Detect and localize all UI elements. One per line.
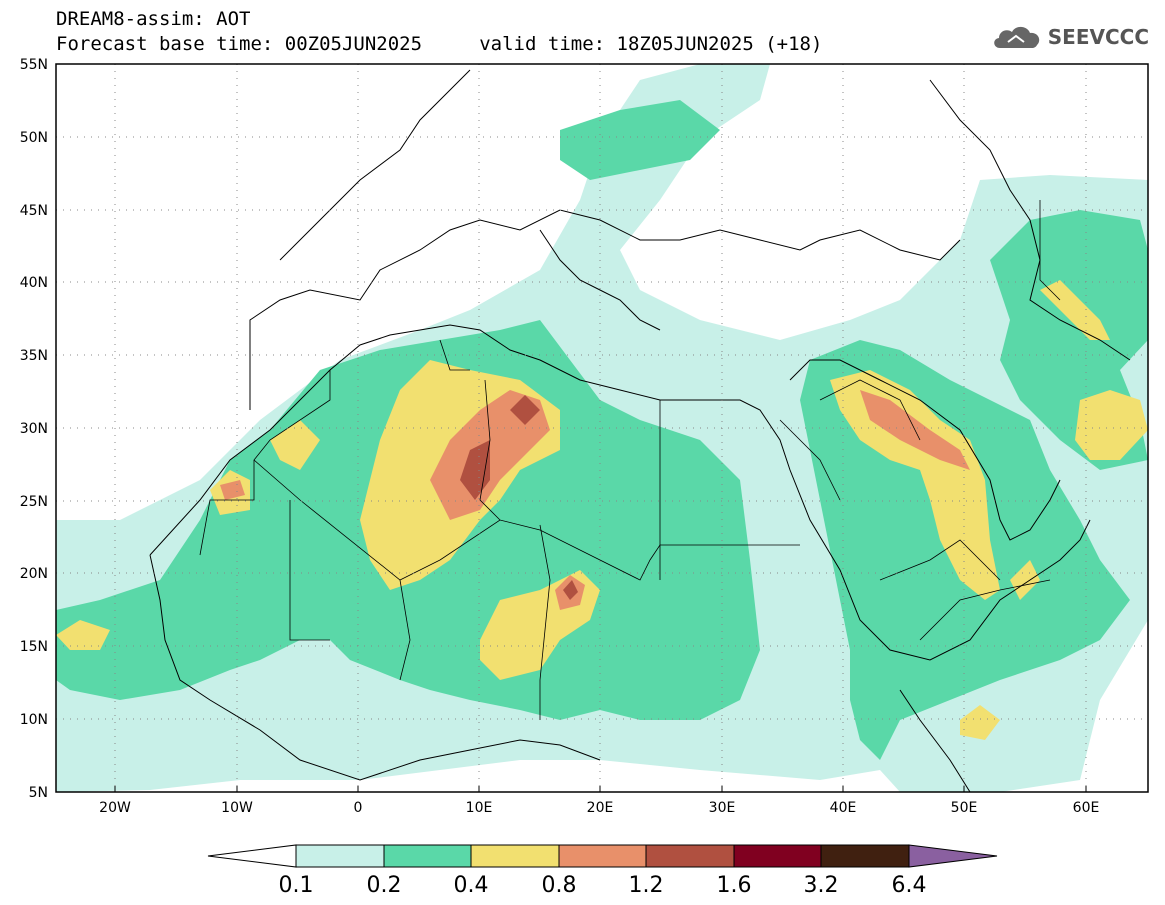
colorbar [207,844,998,868]
lon-label-20e: 20E [587,800,614,816]
colorbar-segment-0.8-1.2 [558,844,647,868]
forecast-time-line: Forecast base time: 00Z05JUN2025 valid t… [56,33,823,55]
lon-label-10w: 10W [221,800,253,816]
logo-text: SEEVCCC [1047,25,1149,49]
colorbar-label-0.1: 0.1 [279,873,314,898]
lat-label-15n: 15N [20,639,48,655]
lat-label-20n: 20N [20,566,48,582]
country-borders [199,200,1061,720]
colorbar-segment-0.1-0.2 [295,844,385,868]
colorbar-label-1.6: 1.6 [717,873,752,898]
coastlines [149,69,1131,792]
lat-label-55n: 55N [20,57,48,73]
lat-label-25n: 25N [20,494,48,510]
lat-label-35n: 35N [20,348,48,364]
lon-labels: 20W 10W 0 10E 20E 30E 40E 50E 60E [99,800,1099,816]
lat-label-10n: 10N [20,712,48,728]
tick-marks [114,786,1087,792]
seevccc-logo: SEEVCCC [990,22,1149,52]
figure-title: DREAM8-assim: AOT [56,8,251,30]
colorbar-segment-0.4-0.8 [470,844,560,868]
colorbar-segment-gt-6.4 [908,844,998,868]
lon-label-0: 0 [354,800,363,816]
lat-label-50n: 50N [20,130,48,146]
colorbar-segment-1.6-3.2 [733,844,822,868]
lon-label-20w: 20W [99,800,131,816]
plot-frame [55,63,1149,793]
lat-label-45n: 45N [20,203,48,219]
lat-label-5n: 5N [29,785,48,801]
colorbar-label-0.2: 0.2 [367,873,402,898]
colorbar-segment-3.2-6.4 [820,844,910,868]
lon-label-60e: 60E [1073,800,1100,816]
colorbar-segment-1.2-1.6 [645,844,735,868]
colorbar-label-3.2: 3.2 [804,873,839,898]
colorbar-labels: 0.1 0.2 0.4 0.8 1.2 1.6 3.2 6.4 [279,873,927,898]
lon-label-30e: 30E [709,800,736,816]
lon-label-50e: 50E [951,800,978,816]
graticule [56,64,1148,792]
colorbar-label-0.8: 0.8 [542,873,577,898]
colorbar-label-0.4: 0.4 [454,873,489,898]
lat-labels: 5N 10N 15N 20N 25N 30N 35N 40N 45N 50N 5… [20,57,48,801]
lat-label-40n: 40N [20,275,48,291]
lat-label-30n: 30N [20,421,48,437]
cloud-icon [993,26,1039,48]
colorbar-segment-lt-0.1 [207,844,297,868]
colorbar-segment-0.2-0.4 [383,844,472,868]
colorbar-label-1.2: 1.2 [629,873,664,898]
lon-label-40e: 40E [830,800,857,816]
colorbar-label-6.4: 6.4 [892,873,927,898]
lon-label-10e: 10E [466,800,493,816]
